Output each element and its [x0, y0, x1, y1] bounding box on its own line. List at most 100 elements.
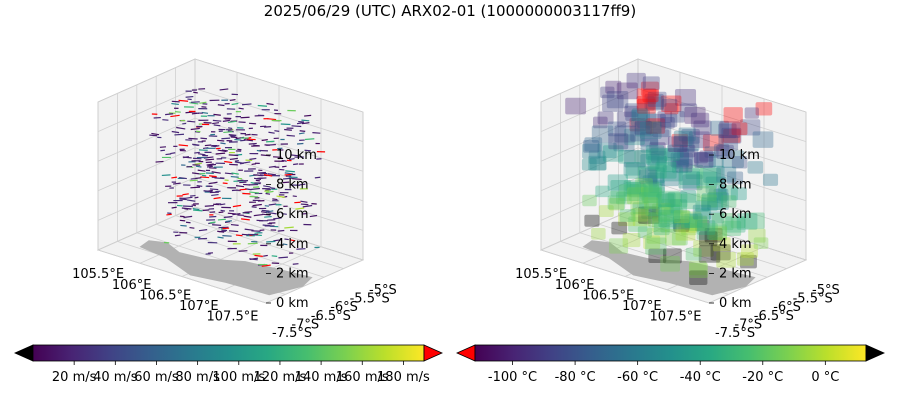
temperature-voxel [584, 214, 600, 227]
colorbar-tick-label: 100 m/s [212, 370, 265, 385]
temperature-voxel [702, 134, 724, 151]
wind-vector [217, 104, 225, 107]
wind-vector [174, 234, 181, 237]
temperature-voxel [632, 108, 649, 122]
wind-vector [234, 159, 239, 162]
wind-vector [192, 207, 200, 211]
wind-vector [301, 122, 310, 125]
temperature-voxel [630, 200, 650, 216]
temperature-voxel [652, 203, 674, 221]
wind-vector [304, 114, 312, 117]
grid-line [540, 58, 639, 103]
temperature-voxel [616, 191, 632, 205]
temperature-voxel [592, 116, 608, 129]
wind-vector [170, 114, 180, 118]
temperature-voxel [708, 155, 724, 168]
temp-data [565, 72, 779, 285]
colorbar-tick-label: 40 m/s [93, 370, 138, 385]
temperature-voxel [680, 193, 701, 210]
temperature-voxel [588, 150, 606, 165]
temperature-voxel [694, 219, 710, 232]
wind-vector [281, 159, 287, 162]
y-tick-label: -5.5°S [350, 292, 390, 307]
wind-vector [213, 124, 221, 127]
x-tick-label: 106°E [555, 278, 595, 293]
temperature-voxel [740, 119, 761, 136]
temperature-voxel [613, 134, 635, 152]
y-tick-label: -6°S [330, 300, 358, 315]
wind-vector [261, 138, 268, 142]
temperature-voxel [725, 216, 746, 233]
y-tick-label: -6.5°S [754, 309, 794, 324]
temperature-voxel [634, 150, 652, 164]
wind-vector [269, 187, 276, 190]
temperature-voxel [645, 145, 665, 160]
grid-line [618, 215, 787, 269]
wind-vector [217, 218, 226, 221]
wind-vector [281, 212, 287, 215]
wind-vector [249, 191, 259, 194]
temperature-voxel [693, 120, 712, 135]
wind-vector [222, 119, 230, 122]
wind-vector [209, 188, 219, 191]
x-tick-label: 107.5°E [650, 310, 702, 325]
temperature-voxel [607, 195, 626, 210]
wind-vector [223, 215, 233, 219]
wind-vector [193, 209, 203, 212]
colorbar-tick-label: 120 m/s [254, 370, 307, 385]
temperature-voxel [584, 137, 603, 152]
temperature-voxel [641, 206, 658, 220]
temperature-voxel [618, 212, 636, 227]
wind-vector [219, 88, 229, 91]
temperature-voxel [643, 197, 659, 209]
wind-vector [285, 170, 295, 173]
temperature-voxel [611, 221, 628, 235]
temperature-voxel [713, 188, 729, 201]
temperature-voxel [696, 222, 718, 240]
temperature-voxel [647, 155, 667, 172]
wind-vector [264, 126, 272, 128]
temperature-voxel [755, 102, 773, 116]
wind-vector [212, 224, 222, 226]
wind-vector [228, 127, 233, 130]
wind-vector [250, 187, 260, 191]
y-tick-label: -5°S [369, 283, 397, 298]
temperature-voxel [641, 187, 661, 203]
temperature-voxel [699, 150, 714, 162]
colorbar-tick-label: 0 °C [811, 370, 839, 385]
temperature-voxel [588, 155, 607, 171]
wind-vector [192, 144, 199, 146]
temperature-voxel [694, 152, 714, 168]
temperature-voxel [727, 171, 744, 185]
wind-vector [244, 133, 251, 136]
temperature-voxel [748, 228, 766, 243]
wind-vector [277, 229, 285, 232]
temperature-voxel [623, 162, 641, 176]
y-tick-label: -6.5°S [311, 309, 351, 324]
wind-vector [183, 215, 193, 219]
grid-line [97, 249, 267, 304]
temperature-voxel [643, 235, 661, 250]
x-tick-label: 105.5°E [515, 267, 567, 282]
temperature-voxel [625, 103, 648, 121]
temperature-voxel [639, 121, 662, 139]
wind-vector [249, 258, 258, 261]
wind-vector [267, 118, 277, 121]
temperature-voxel [694, 208, 711, 221]
wind-vector [195, 165, 202, 168]
temperature-voxel [740, 244, 758, 258]
temperature-voxel [591, 125, 614, 143]
temperature-voxel [678, 168, 700, 185]
wind-vector [178, 144, 189, 147]
temperature-voxel [753, 237, 769, 250]
wind-vector [268, 165, 276, 168]
temperature-voxel [722, 220, 742, 237]
temperature-voxel [646, 148, 667, 166]
temperature-voxel [609, 190, 626, 204]
wind-vector [267, 211, 277, 215]
temperature-voxel [664, 147, 680, 161]
temperature-voxel [707, 192, 729, 211]
wind-vector [200, 176, 210, 179]
